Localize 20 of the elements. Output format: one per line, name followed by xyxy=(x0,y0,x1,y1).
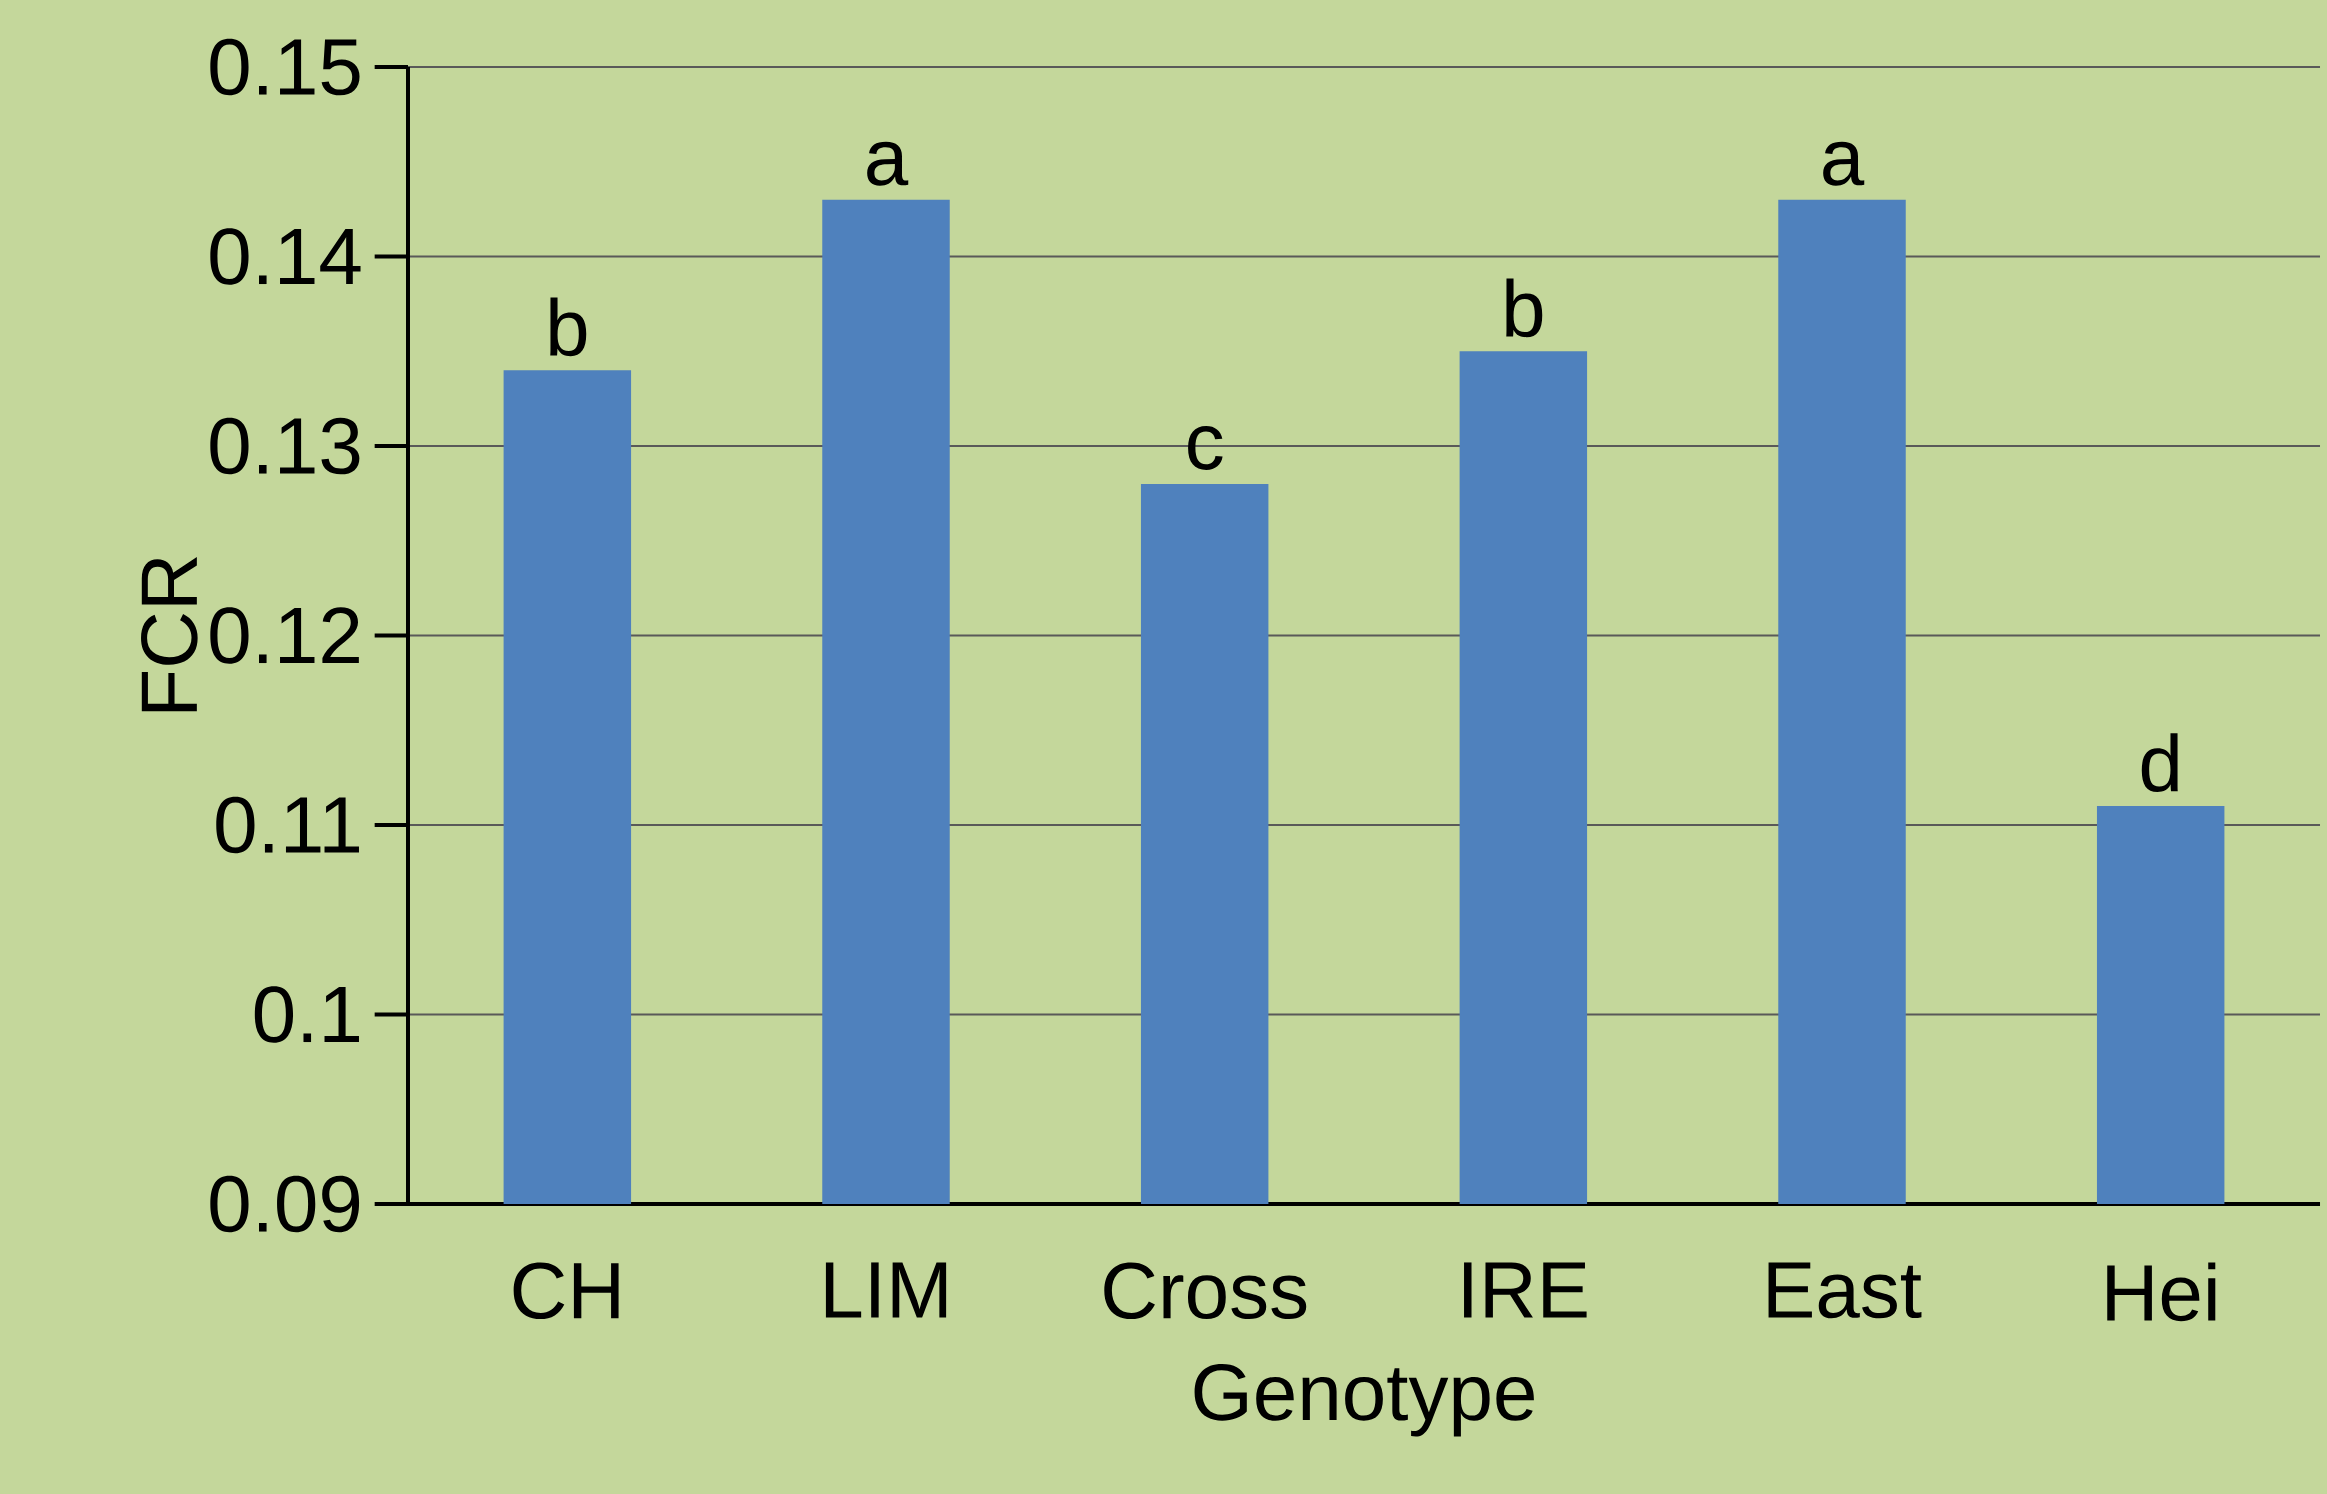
x-tick-label: LIM xyxy=(825,1262,947,1318)
x-tick-label: Cross xyxy=(1104,1262,1307,1320)
data-label: d xyxy=(2141,733,2178,793)
data-label: b xyxy=(1506,278,1543,338)
y-tick-label: 0.09 xyxy=(210,1175,360,1233)
y-tick-label: 0.11 xyxy=(216,796,359,854)
y-tick-label: 0.15 xyxy=(210,38,360,96)
y-tick-label: 0.14 xyxy=(210,228,361,285)
y-axis-title: FCR xyxy=(141,557,198,712)
data-label: a xyxy=(867,141,909,186)
y-tick-label: 0.13 xyxy=(210,417,360,475)
y-tick-label: 0.1 xyxy=(254,986,359,1043)
x-tick-label: IRE xyxy=(1464,1262,1587,1318)
x-tick-label: CH xyxy=(513,1262,619,1320)
data-label: b xyxy=(550,297,587,357)
y-tick-label: 0.12 xyxy=(210,607,359,664)
data-label: a xyxy=(1823,141,1865,186)
x-tick-label: Hei xyxy=(2107,1262,2216,1322)
x-axis-title: Genotype xyxy=(1194,1364,1534,1437)
x-tick-label: East xyxy=(1768,1262,1922,1319)
